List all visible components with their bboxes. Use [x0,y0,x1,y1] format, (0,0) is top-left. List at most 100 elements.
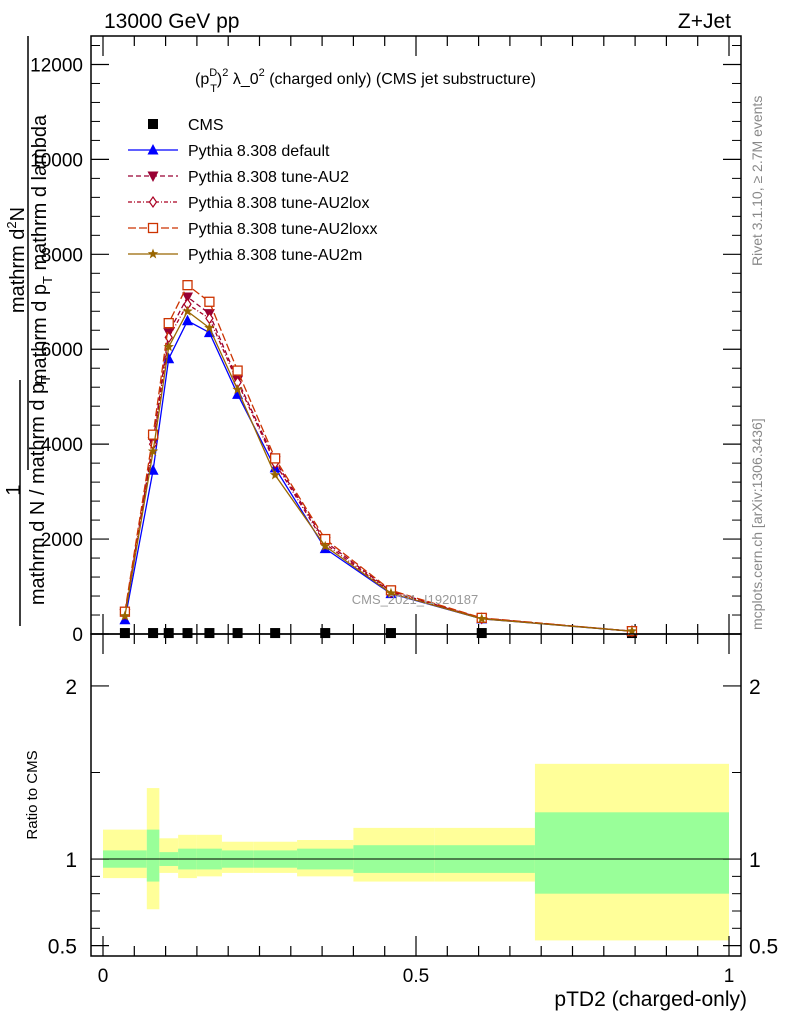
series-point [147,222,159,234]
process-label: Z+Jet [678,10,731,33]
y-label-den: mathrm d N / mathrm d p [27,383,49,605]
ratio-bands [103,763,729,941]
series-point [182,305,193,316]
ratio-x-axis: 0 0.5 1 [98,634,735,987]
series-point [119,610,131,621]
plot-title: (pD T)2 λ_02 (charged only) (CMS jet subs… [195,67,536,95]
series-point [204,296,215,307]
series-point [269,453,281,464]
series-point [147,171,159,182]
main-y-axis: 0 2000 4000 6000 8000 10000 12000 [30,44,741,646]
cms-point [182,628,193,639]
legend-entry: Pythia 8.308 default [128,143,330,160]
legend-entry: Pythia 8.308 tune-AU2 [128,169,349,186]
ratio-y-label: Ratio to CMS [24,750,41,839]
legend-entry: Pythia 8.308 tune-AU2loxx [128,221,377,238]
main-x-ticks [102,36,730,634]
series-point [148,195,158,209]
title-part-c: λ_0 [228,71,258,88]
y-label-bottom: mathrm d p [29,284,51,385]
series-line [124,284,633,632]
cms-point [270,628,281,639]
x-axis-label: pTD2 (charged-only) [554,988,747,1011]
series-point [163,341,174,352]
ratio-ytick-label-right: 2 [749,676,761,699]
ratio-band-inner [534,812,729,894]
cms-point [476,628,487,639]
main-ytick-label: 10000 [30,150,83,171]
series-point [182,292,194,304]
y-label-bottom-rest: mathrm d lambda [29,114,51,276]
legend-label: Pythia 8.308 tune-AU2m [188,247,362,264]
series-5 [119,305,638,636]
cms-point [163,628,174,639]
collision-label: 13000 GeV pp [104,10,239,33]
y-label-prefix: 1 [3,484,25,495]
title-part-a: (p [195,71,209,88]
y-label-denominator: mathrm d pT mathrm d lambda [29,114,55,385]
cms-point [119,628,130,639]
main-y-label: 1 mathrm d2N mathrm d pT mathrm d lambda… [3,36,55,626]
cms-point [148,119,158,129]
ratio-ytick-label: 1 [65,849,77,872]
cms-point [320,628,331,639]
series-point [147,144,159,155]
ratio-ytick-label-right: 0.5 [749,936,778,959]
ratio-ytick-label: 0.5 [48,936,77,959]
ratio-y-axis: 0.5 0.5 1 1 2 2 [48,676,778,959]
cms-point [204,628,215,639]
main-ytick-label: 6000 [41,340,83,361]
cms-point [385,628,396,639]
series-point [269,469,281,480]
legend-label: Pythia 8.308 tune-AU2 [188,169,349,186]
y-label-den-sub: T [38,375,53,383]
ratio-ytick-label: 2 [65,676,77,699]
y-label-bottom-sub: T [40,276,55,284]
series-point [147,248,159,259]
legend-label: Pythia 8.308 tune-AU2loxx [188,221,377,238]
series-1 [119,314,638,636]
main-ytick-label: 2000 [41,530,83,551]
legend-entry: Pythia 8.308 tune-AU2lox [128,195,369,212]
y-label-prefix-denominator: mathrm d N / mathrm d pT [27,375,53,605]
y-label-numerator: mathrm d2N [4,207,29,313]
y-label-top-sup: 2 [4,221,19,228]
series-point [147,464,159,475]
ratio-plot: 0.5 0.51 12 2 0 0.5 1 [48,633,778,987]
main-ytick-label: 4000 [41,435,83,456]
ratio-xtick-label: 0.5 [403,966,429,987]
analysis-watermark: CMS_2021_I1920187 [352,592,479,607]
ratio-xtick-label: 1 [724,966,735,987]
cms-point [232,628,243,639]
series-point [320,540,331,551]
rivet-info: Rivet 3.1.10, ≥ 2.7M events [749,96,765,266]
ratio-band-inner [146,829,160,882]
series-point [147,429,159,440]
series-point [147,445,159,456]
series-group [119,280,638,639]
legend: CMS Pythia 8.308 default Pythia 8.308 tune… [128,117,377,264]
series-point [163,317,174,329]
series-point [385,587,397,598]
y-label-top: mathrm d [7,229,29,313]
series-point [232,384,243,395]
series-point [182,280,193,291]
main-plot: 0 2000 4000 6000 8000 10000 12000 (pD T)2 λ_02 … [30,35,742,646]
mcplots-info: mcplots.cern.ch [arXiv:1306.3436] [749,418,765,630]
legend-label: Pythia 8.308 default [188,143,330,160]
ratio-xtick-label: 0 [98,966,109,987]
series-point [476,613,487,624]
series-line [124,310,633,632]
title-sub-t: T [210,83,217,95]
series-point [182,314,194,326]
legend-label: Pythia 8.308 tune-AU2lox [188,195,369,212]
main-ytick-label: 0 [72,625,83,646]
series-point [232,365,243,376]
series-point [204,322,215,333]
title-part-d: (charged only) (CMS jet substructure) [265,71,536,88]
legend-entry: CMS [148,117,224,134]
main-ytick-label: 12000 [30,55,83,76]
title-sup-d: D [209,67,217,79]
ratio-ytick-label-right: 1 [749,849,761,872]
